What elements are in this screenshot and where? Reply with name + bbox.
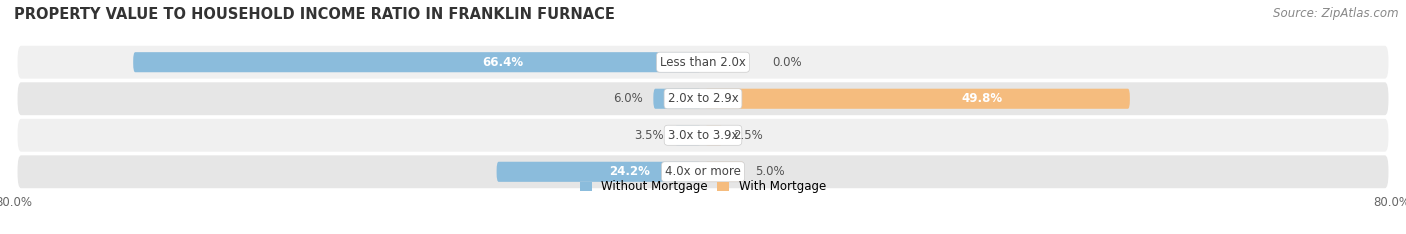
Text: Less than 2.0x: Less than 2.0x (659, 56, 747, 69)
FancyBboxPatch shape (704, 125, 723, 145)
Text: PROPERTY VALUE TO HOUSEHOLD INCOME RATIO IN FRANKLIN FURNACE: PROPERTY VALUE TO HOUSEHOLD INCOME RATIO… (14, 7, 614, 22)
FancyBboxPatch shape (17, 119, 1389, 152)
Text: 6.0%: 6.0% (613, 92, 643, 105)
Text: 49.8%: 49.8% (962, 92, 1002, 105)
FancyBboxPatch shape (17, 155, 1389, 188)
FancyBboxPatch shape (704, 89, 1130, 109)
Text: Source: ZipAtlas.com: Source: ZipAtlas.com (1274, 7, 1399, 20)
Legend: Without Mortgage, With Mortgage: Without Mortgage, With Mortgage (575, 176, 831, 198)
Text: 3.0x to 3.9x: 3.0x to 3.9x (668, 129, 738, 142)
FancyBboxPatch shape (675, 125, 702, 145)
Text: 2.0x to 2.9x: 2.0x to 2.9x (668, 92, 738, 105)
Text: 66.4%: 66.4% (482, 56, 523, 69)
FancyBboxPatch shape (17, 82, 1389, 115)
Text: 4.0x or more: 4.0x or more (665, 165, 741, 178)
Text: 5.0%: 5.0% (755, 165, 785, 178)
FancyBboxPatch shape (654, 89, 702, 109)
FancyBboxPatch shape (704, 162, 744, 182)
Text: 2.5%: 2.5% (733, 129, 763, 142)
Text: 0.0%: 0.0% (772, 56, 801, 69)
FancyBboxPatch shape (134, 52, 702, 72)
Text: 3.5%: 3.5% (634, 129, 664, 142)
Text: 24.2%: 24.2% (610, 165, 651, 178)
FancyBboxPatch shape (17, 46, 1389, 79)
FancyBboxPatch shape (496, 162, 702, 182)
